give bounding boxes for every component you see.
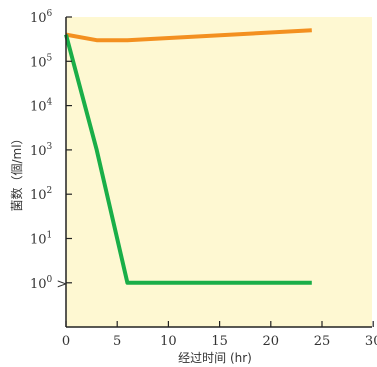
y-tick-label: 101: [30, 231, 52, 248]
plot-area: [66, 17, 372, 327]
x-tick-label: 30: [365, 334, 377, 349]
y-tick-label: 103: [30, 142, 53, 159]
x-tick-label: 15: [211, 334, 228, 349]
y-tick-label: 105: [30, 53, 53, 70]
series-line-2: [64, 34, 312, 285]
y-axis-title: 菌数（個/ml）: [9, 132, 24, 211]
series-layer: [64, 28, 312, 285]
x-tick-label: 5: [113, 334, 121, 349]
y-tick-label: 100 >: [30, 275, 67, 292]
x-axis-title: 经过时间 (hr): [178, 351, 252, 365]
y-tick-label: 106: [30, 9, 53, 26]
y-tick-label: 104: [30, 98, 53, 115]
series-line-1: [65, 28, 312, 43]
x-tick-label: 20: [263, 334, 280, 349]
y-tick-label: 102: [30, 186, 52, 203]
x-tick-label: 10: [160, 334, 177, 349]
x-tick-label: 0: [62, 334, 70, 349]
axes-layer: 0 5 10 15 20 25 30 100 > 101 102 103 104 105 106: [30, 9, 377, 349]
x-tick-label: 25: [314, 334, 331, 349]
